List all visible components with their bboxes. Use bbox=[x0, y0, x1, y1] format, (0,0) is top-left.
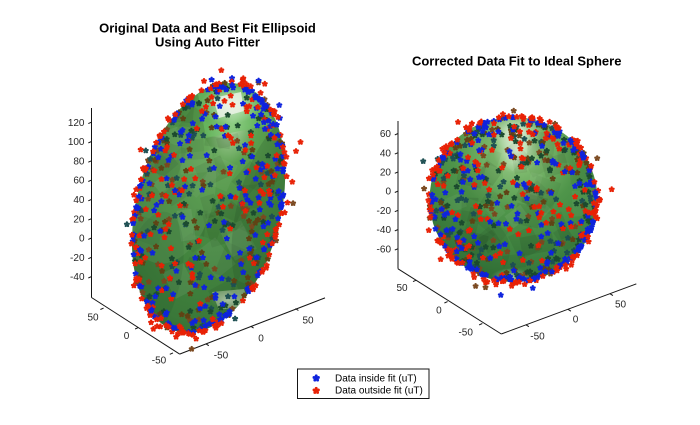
svg-text:-40: -40 bbox=[377, 225, 392, 236]
svg-text:0: 0 bbox=[124, 331, 130, 342]
svg-text:40: 40 bbox=[73, 195, 85, 206]
svg-text:20: 20 bbox=[73, 214, 85, 225]
svg-text:50: 50 bbox=[302, 316, 314, 327]
svg-text:50: 50 bbox=[396, 283, 408, 294]
svg-text:Data outside fit (uT): Data outside fit (uT) bbox=[335, 386, 423, 397]
svg-text:100: 100 bbox=[68, 137, 85, 148]
svg-text:50: 50 bbox=[87, 313, 99, 324]
svg-text:0: 0 bbox=[79, 234, 85, 245]
svg-text:-60: -60 bbox=[377, 244, 392, 255]
svg-text:60: 60 bbox=[380, 129, 392, 140]
svg-text:40: 40 bbox=[380, 148, 392, 159]
svg-text:-50: -50 bbox=[214, 351, 229, 362]
svg-text:60: 60 bbox=[73, 176, 85, 187]
svg-text:0: 0 bbox=[258, 334, 264, 345]
svg-text:-50: -50 bbox=[152, 356, 167, 367]
svg-text:Using Auto Fitter: Using Auto Fitter bbox=[155, 35, 260, 50]
svg-text:-20: -20 bbox=[377, 206, 392, 217]
svg-text:0: 0 bbox=[385, 187, 391, 198]
svg-text:50: 50 bbox=[615, 299, 627, 310]
svg-text:-20: -20 bbox=[70, 253, 85, 264]
svg-text:80: 80 bbox=[73, 156, 85, 167]
svg-text:120: 120 bbox=[68, 118, 85, 129]
svg-text:Data inside fit (uT): Data inside fit (uT) bbox=[335, 374, 417, 385]
svg-text:20: 20 bbox=[380, 168, 392, 179]
svg-text:-50: -50 bbox=[530, 332, 545, 343]
svg-text:-40: -40 bbox=[70, 272, 85, 283]
svg-text:0: 0 bbox=[573, 314, 579, 325]
svg-text:Corrected Data Fit to Ideal Sp: Corrected Data Fit to Ideal Sphere bbox=[412, 54, 622, 69]
svg-text:0: 0 bbox=[436, 305, 442, 316]
svg-text:-50: -50 bbox=[458, 327, 473, 338]
svg-text:Original Data and Best Fit Ell: Original Data and Best Fit Ellipsoid bbox=[99, 21, 316, 36]
